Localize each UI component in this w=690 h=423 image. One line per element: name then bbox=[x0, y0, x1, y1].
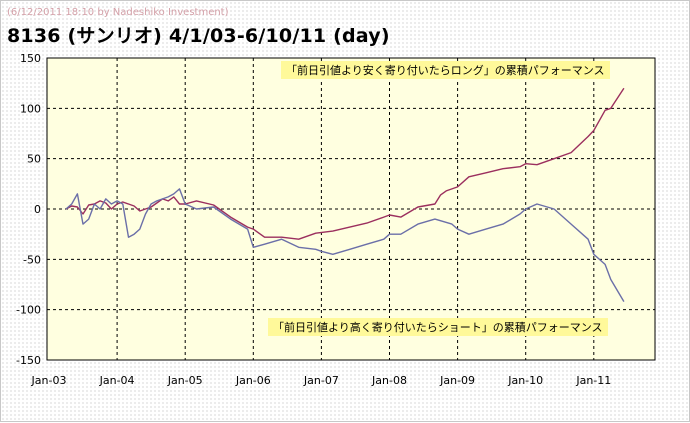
x-tick-label: Jan-08 bbox=[371, 374, 407, 387]
y-tick-label: -150 bbox=[16, 354, 41, 367]
x-tick-label: Jan-09 bbox=[439, 374, 475, 387]
y-tick-label: -50 bbox=[23, 253, 41, 266]
credit-text: (6/12/2011 18:10 by Nadeshiko Investment… bbox=[7, 7, 229, 18]
chart-title: 8136 (サンリオ) 4/1/03-6/10/11 (day) bbox=[7, 25, 390, 47]
x-tick-label: Jan-03 bbox=[31, 374, 67, 387]
x-tick-label: Jan-04 bbox=[99, 374, 135, 387]
series-lines bbox=[65, 87, 625, 302]
y-tick-label: 100 bbox=[20, 102, 41, 115]
y-tick-label: -100 bbox=[16, 304, 41, 317]
y-tick-label: 0 bbox=[34, 203, 41, 216]
y-tick-label: 150 bbox=[20, 52, 41, 65]
x-tick-label: Jan-06 bbox=[235, 374, 271, 387]
y-tick-label: 50 bbox=[27, 153, 41, 166]
series-long-line bbox=[65, 87, 625, 240]
annotation-long: 「前日引値より安く寄り付いたらロング」の累積パフォーマンス bbox=[281, 61, 610, 79]
x-tick-label: Jan-11 bbox=[575, 374, 611, 387]
series-short-line bbox=[65, 188, 625, 302]
x-tick-labels: Jan-03 Jan-04 Jan-05 Jan-06 Jan-07 Jan-08 Jan-… bbox=[31, 374, 612, 387]
x-tick-label: Jan-10 bbox=[507, 374, 543, 387]
x-tick-label: Jan-07 bbox=[303, 374, 339, 387]
y-tick-labels: 150 100 50 0 -50 -100 -150 bbox=[16, 52, 41, 367]
x-tick-label: Jan-05 bbox=[167, 374, 203, 387]
annotation-short: 「前日引値より高く寄り付いたらショート」の累積パフォーマンス bbox=[268, 318, 608, 336]
